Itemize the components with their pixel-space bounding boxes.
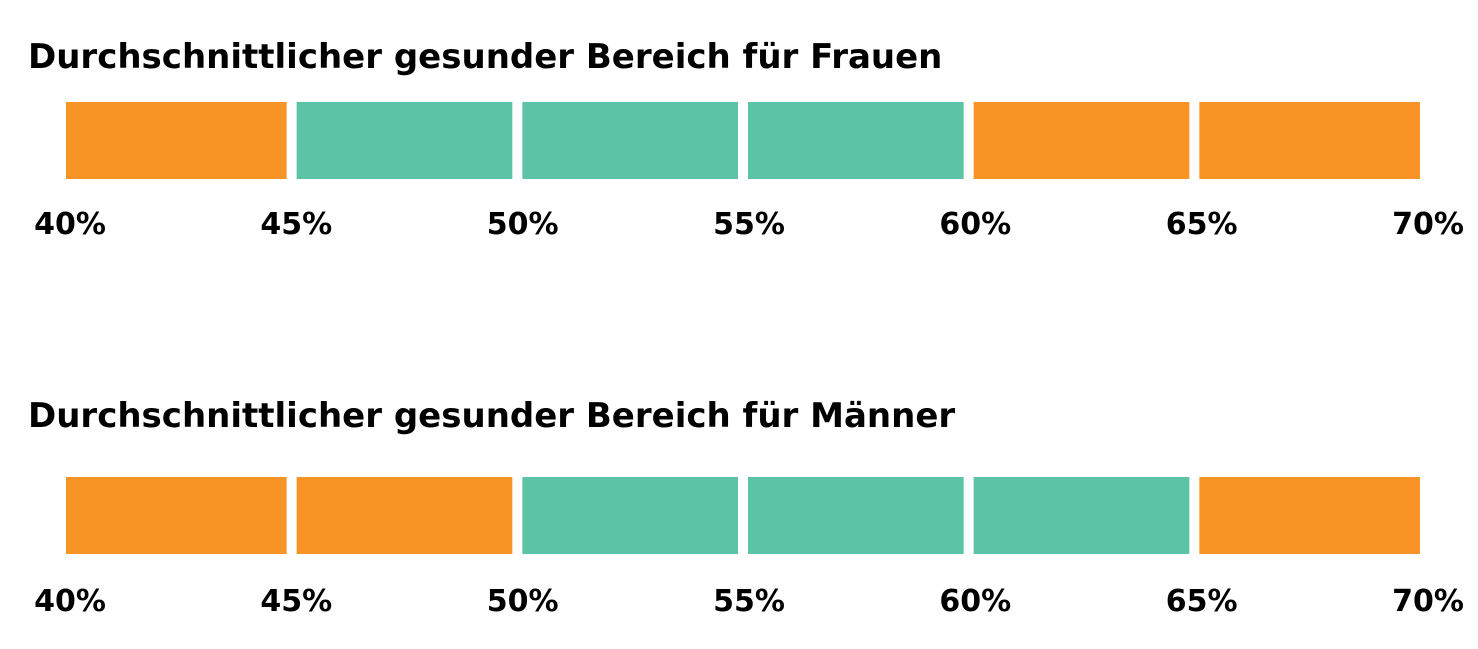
tick-label-women: 70% (1392, 207, 1464, 242)
chart-title-women: Durchschnittlicher gesunder Bereich für … (28, 37, 942, 77)
tick-label-women: 55% (713, 207, 785, 242)
segment-men-50-55 (522, 477, 738, 554)
chart-women: Durchschnittlicher gesunder Bereich für … (28, 37, 1464, 242)
chart-title-men: Durchschnittlicher gesunder Bereich für … (28, 396, 955, 436)
segment-men-60-65 (973, 477, 1190, 554)
tick-label-women: 65% (1166, 207, 1238, 242)
tick-label-men: 55% (713, 584, 785, 619)
segment-men-45-50 (296, 477, 513, 554)
chart-men: Durchschnittlicher gesunder Bereich für … (28, 396, 1464, 619)
segment-women-55-60 (748, 102, 964, 179)
segments-women (66, 102, 1420, 179)
segment-men-40-45 (66, 477, 287, 554)
tick-label-men: 40% (34, 584, 106, 619)
segment-women-60-65 (973, 102, 1190, 179)
tick-labels-men: 40% 45% 50% 55% 60% 65% 70% (34, 584, 1464, 619)
tick-labels-women: 40% 45% 50% 55% 60% 65% 70% (34, 207, 1464, 242)
tick-label-men: 65% (1166, 584, 1238, 619)
tick-label-women: 45% (260, 207, 332, 242)
tick-label-women: 60% (939, 207, 1011, 242)
tick-label-men: 45% (260, 584, 332, 619)
tick-label-men: 50% (487, 584, 559, 619)
segment-men-55-60 (748, 477, 964, 554)
segment-women-40-45 (66, 102, 287, 179)
segment-women-45-50 (296, 102, 513, 179)
tick-label-men: 70% (1392, 584, 1464, 619)
segment-women-65-70 (1199, 102, 1420, 179)
tick-label-women: 40% (34, 207, 106, 242)
tick-label-men: 60% (939, 584, 1011, 619)
segment-men-65-70 (1199, 477, 1420, 554)
segments-men (66, 477, 1420, 554)
segment-women-50-55 (522, 102, 738, 179)
tick-label-women: 50% (487, 207, 559, 242)
